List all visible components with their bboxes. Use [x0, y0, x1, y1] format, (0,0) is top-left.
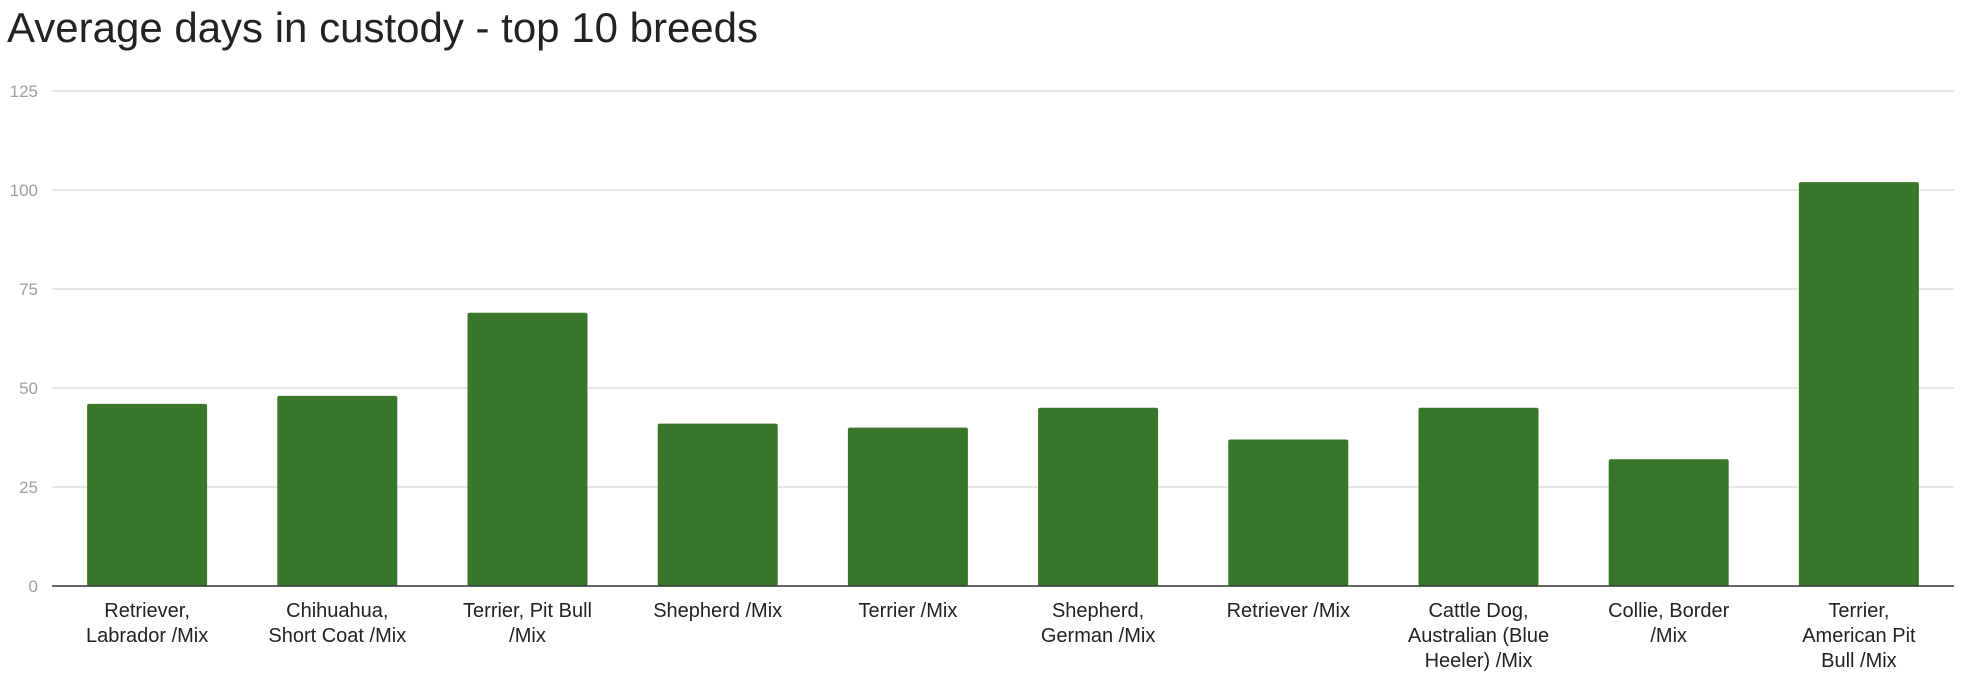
chart-title: Average days in custody - top 10 breeds	[7, 4, 759, 51]
y-tick-label: 75	[19, 280, 38, 299]
bar	[1798, 182, 1919, 586]
bar	[1228, 439, 1349, 586]
bar	[277, 395, 398, 586]
x-tick-label: Terrier, American Pit Bull /Mix	[1802, 600, 1916, 672]
x-tick-label: Shepherd /Mix	[653, 600, 782, 622]
y-tick-label: 100	[10, 181, 38, 200]
bar	[847, 427, 968, 586]
bar	[87, 403, 208, 586]
x-tick-label: Retriever /Mix	[1227, 600, 1350, 622]
x-tick-label: Retriever, Labrador /Mix	[86, 600, 208, 647]
x-tick-label: Terrier, Pit Bull/Mix	[463, 600, 592, 647]
bar	[657, 423, 778, 586]
x-tick-label: Terrier /Mix	[858, 600, 957, 622]
y-tick-label: 50	[19, 379, 38, 398]
x-tick-label: Cattle Dog, Australian (Blue Heeler) /Mix	[1408, 600, 1549, 672]
bar	[1038, 407, 1159, 586]
y-tick-label: 125	[10, 82, 38, 101]
bar	[1418, 407, 1539, 586]
y-tick-label: 0	[29, 577, 38, 596]
x-tick-label: Chihuahua, Short Coat /Mix	[268, 600, 406, 647]
bar	[467, 312, 588, 586]
bar	[1608, 459, 1729, 586]
x-tick-label: Collie, Border/Mix	[1608, 600, 1730, 647]
y-tick-label: 25	[19, 478, 38, 497]
x-tick-label: Shepherd, German /Mix	[1041, 600, 1155, 647]
